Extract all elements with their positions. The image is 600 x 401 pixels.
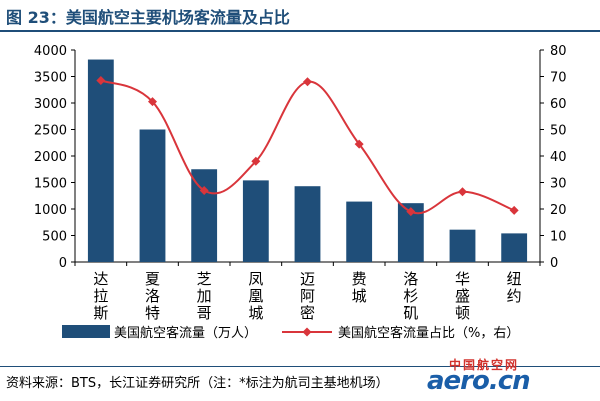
line-point-marker — [251, 156, 261, 166]
category-label-char: 芝 — [197, 270, 212, 288]
category-label-char: 洛 — [145, 287, 160, 305]
right-tick-label: 60 — [550, 97, 567, 112]
category-label-char: 约 — [507, 287, 522, 305]
watermark-site-name: 中国航空网 — [449, 358, 520, 372]
left-tick-label: 2000 — [34, 150, 67, 165]
legend-line-label: 美国航空客流量占比（%，右） — [338, 325, 519, 341]
bar — [501, 233, 528, 262]
bar — [346, 201, 373, 262]
bar — [139, 129, 166, 262]
left-tick-label: 4000 — [34, 44, 67, 59]
right-tick-label: 40 — [550, 150, 567, 165]
category-label-char: 加 — [197, 287, 212, 305]
chart-axes: 0 500 1000 1500 2000 2500 3000 3500 4000 0 10 20 30 4… — [34, 44, 567, 271]
category-label-char: 夏 — [145, 270, 160, 288]
bar — [191, 169, 218, 262]
bar — [294, 186, 321, 262]
category-label-char: 阿 — [300, 287, 315, 305]
category-label-char: 杉 — [403, 287, 418, 305]
left-tick-label: 3500 — [34, 71, 67, 86]
line-point-marker — [406, 207, 416, 217]
figure-title: 图 23：美国航空主要机场客流量及占比 — [6, 8, 290, 27]
left-tick-label: 0 — [59, 256, 67, 271]
category-label-char: 凤 — [248, 270, 263, 288]
right-tick-label: 20 — [550, 203, 567, 218]
category-label-char: 城 — [248, 304, 263, 322]
line-point-marker — [354, 139, 364, 149]
bar-series — [87, 59, 528, 262]
category-label-char: 拉 — [93, 287, 108, 305]
bar — [242, 180, 269, 262]
line-point-marker — [458, 187, 467, 197]
category-label-char: 斯 — [93, 304, 108, 322]
left-tick-label: 1500 — [34, 177, 67, 192]
category-label-char: 特 — [145, 304, 160, 322]
legend: 美国航空客流量（万人） 美国航空客流量占比（%，右） — [62, 325, 519, 341]
right-tick-label: 50 — [550, 124, 567, 139]
line-point-marker — [199, 185, 209, 195]
category-label-char: 凰 — [248, 287, 263, 305]
category-label-char: 矶 — [403, 304, 418, 322]
footer-divider — [0, 366, 600, 367]
right-tick-label: 0 — [550, 256, 558, 271]
bar — [449, 229, 476, 262]
line-series — [96, 75, 519, 217]
right-tick-label: 70 — [550, 71, 567, 86]
right-tick-label: 80 — [550, 44, 567, 59]
legend-bar-swatch — [62, 325, 110, 338]
category-label-char: 密 — [300, 304, 315, 322]
left-tick-label: 3000 — [34, 97, 67, 112]
line-point-marker — [303, 77, 312, 87]
category-label-char: 洛 — [403, 270, 418, 288]
category-label-char: 纽 — [507, 270, 522, 288]
category-label-char: 达 — [93, 270, 108, 288]
source-note: 资料来源：BTS，长江证券研究所（注：*标注为航司主基地机场） — [6, 376, 389, 391]
figure-header: 图 23：美国航空主要机场客流量及占比 — [0, 0, 600, 32]
category-label-char: 城 — [352, 287, 367, 305]
category-label-char: 费 — [352, 270, 367, 288]
category-label-char: 哥 — [197, 304, 212, 322]
right-tick-label: 10 — [550, 230, 567, 245]
line-point-marker — [509, 205, 519, 215]
category-label-char: 华 — [455, 270, 470, 288]
watermark-logo: aero.cn — [427, 366, 531, 396]
left-tick-label: 2500 — [34, 124, 67, 139]
legend-bar-label: 美国航空客流量（万人） — [114, 325, 257, 341]
line-point-marker — [96, 75, 106, 85]
right-tick-label: 30 — [550, 177, 567, 192]
left-tick-label: 500 — [42, 230, 67, 245]
bar — [87, 59, 114, 262]
watermark: 中国航空网 aero.cn — [427, 356, 592, 398]
line-point-marker — [148, 97, 157, 107]
left-tick-label: 1000 — [34, 203, 67, 218]
chart: 0 500 1000 1500 2000 2500 3000 3500 4000 0 10 20 30 4… — [34, 44, 567, 341]
category-label-char: 盛 — [455, 287, 470, 305]
category-label-char: 迈 — [300, 270, 315, 288]
category-label-char: 顿 — [455, 304, 470, 322]
legend-line-marker — [302, 327, 312, 337]
